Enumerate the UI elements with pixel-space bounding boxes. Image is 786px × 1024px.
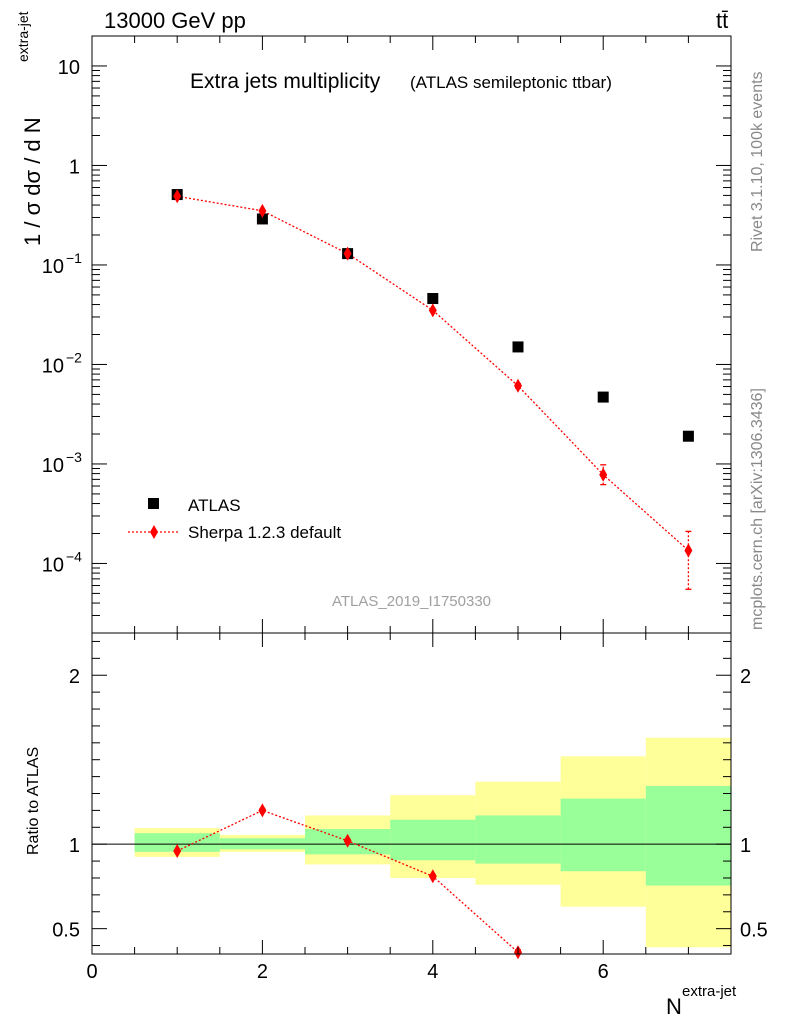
uncertainty-band-green bbox=[390, 819, 476, 861]
ratio-x-tick-label: 0 bbox=[86, 961, 97, 983]
atlas-point bbox=[682, 430, 694, 442]
ratio-ticks: 0.5 0.5 1 1 2 2 0 2 4 6 bbox=[52, 633, 768, 983]
ratio-data-layer bbox=[92, 737, 731, 960]
uncertainty-band-green bbox=[645, 785, 731, 886]
main-data-layer bbox=[171, 189, 694, 590]
atlas-point bbox=[512, 341, 524, 353]
ratio-y-tick-label-left: 1 bbox=[69, 835, 80, 857]
y-tick-label: 10 bbox=[42, 554, 64, 576]
main-frame bbox=[91, 35, 732, 634]
y-tick-label-exponent: −1 bbox=[66, 250, 82, 266]
uncertainty-band-green bbox=[134, 833, 220, 852]
rivet-version-label: Rivet 3.1.10, 100k events bbox=[749, 71, 766, 252]
y-tick-label: 10 bbox=[42, 455, 64, 477]
ratio-x-tick-label: 4 bbox=[427, 961, 438, 983]
y-tick-label-exponent: −3 bbox=[66, 449, 82, 465]
ratio-y-tick-label-right: 1 bbox=[740, 835, 751, 857]
sherpa-point bbox=[428, 303, 437, 318]
sherpa-point bbox=[343, 246, 352, 261]
legend-atlas-label: ATLAS bbox=[188, 496, 241, 515]
uncertainty-band-green bbox=[560, 798, 646, 872]
sherpa-point bbox=[514, 378, 522, 393]
ratio-xlabel: N bbox=[666, 994, 682, 1019]
ratio-y-tick-label-left: 0.5 bbox=[52, 920, 80, 942]
watermark: ATLAS_2019_I1750330 bbox=[332, 593, 491, 610]
uncertainty-band-green bbox=[475, 815, 561, 864]
atlas-point bbox=[597, 391, 609, 403]
mcplots-label: mcplots.cern.ch [arXiv:1306.3436] bbox=[749, 388, 766, 630]
sherpa-ratio-point bbox=[343, 833, 352, 848]
ratio-x-tick-label: 2 bbox=[257, 961, 268, 983]
atlas-point bbox=[256, 213, 268, 225]
sherpa-ratio-point bbox=[428, 869, 437, 884]
ratio-y-tick-label-left: 2 bbox=[69, 666, 80, 688]
sherpa-ratio-point bbox=[258, 803, 267, 818]
sherpa-ratio-point bbox=[173, 843, 182, 858]
y-tick-label: 10 bbox=[58, 57, 80, 79]
legend-atlas-marker bbox=[148, 498, 159, 509]
process-label: tt̄ bbox=[716, 8, 728, 33]
y-tick-label: 10 bbox=[42, 355, 64, 377]
main-subtitle: (ATLAS semileptonic ttbar) bbox=[410, 73, 612, 92]
sherpa-point bbox=[173, 189, 182, 204]
ratio-y-tick-label-right: 0.5 bbox=[740, 920, 768, 942]
ratio-x-tick-label: 6 bbox=[598, 961, 609, 983]
sherpa-point bbox=[684, 543, 693, 558]
energy-label: 13000 GeV pp bbox=[104, 8, 246, 33]
ratio-xlabel-sup: extra-jet bbox=[682, 983, 737, 1000]
sherpa-point bbox=[258, 203, 267, 218]
y-tick-label-exponent: −4 bbox=[66, 548, 82, 564]
main-ylabel: 1 / σ dσ / d N bbox=[20, 117, 45, 246]
y-tick-label-exponent: −2 bbox=[66, 349, 82, 365]
atlas-point bbox=[427, 293, 439, 305]
y-tick-label: 10 bbox=[42, 256, 64, 278]
ratio-ylabel: Ratio to ATLAS bbox=[25, 747, 42, 855]
legend-sherpa-label: Sherpa 1.2.3 default bbox=[188, 523, 341, 542]
main-title: Extra jets multiplicity bbox=[190, 70, 381, 93]
sherpa-line bbox=[177, 195, 689, 551]
main-ylabel-sup: extra-jet bbox=[15, 11, 31, 62]
ratio-y-tick-label-right: 2 bbox=[740, 666, 751, 688]
legend-sherpa-marker bbox=[150, 525, 158, 539]
legend: ATLAS Sherpa 1.2.3 default bbox=[128, 496, 341, 542]
ratio-panel: 0.5 0.5 1 1 2 2 0 2 4 6 Ratio to ATLAS N extra-je… bbox=[25, 632, 768, 1019]
y-tick-label: 1 bbox=[69, 156, 80, 178]
sherpa-point bbox=[599, 467, 608, 482]
main-ylabel-group: 1 / σ dσ / d N extra-jet bbox=[15, 11, 45, 246]
